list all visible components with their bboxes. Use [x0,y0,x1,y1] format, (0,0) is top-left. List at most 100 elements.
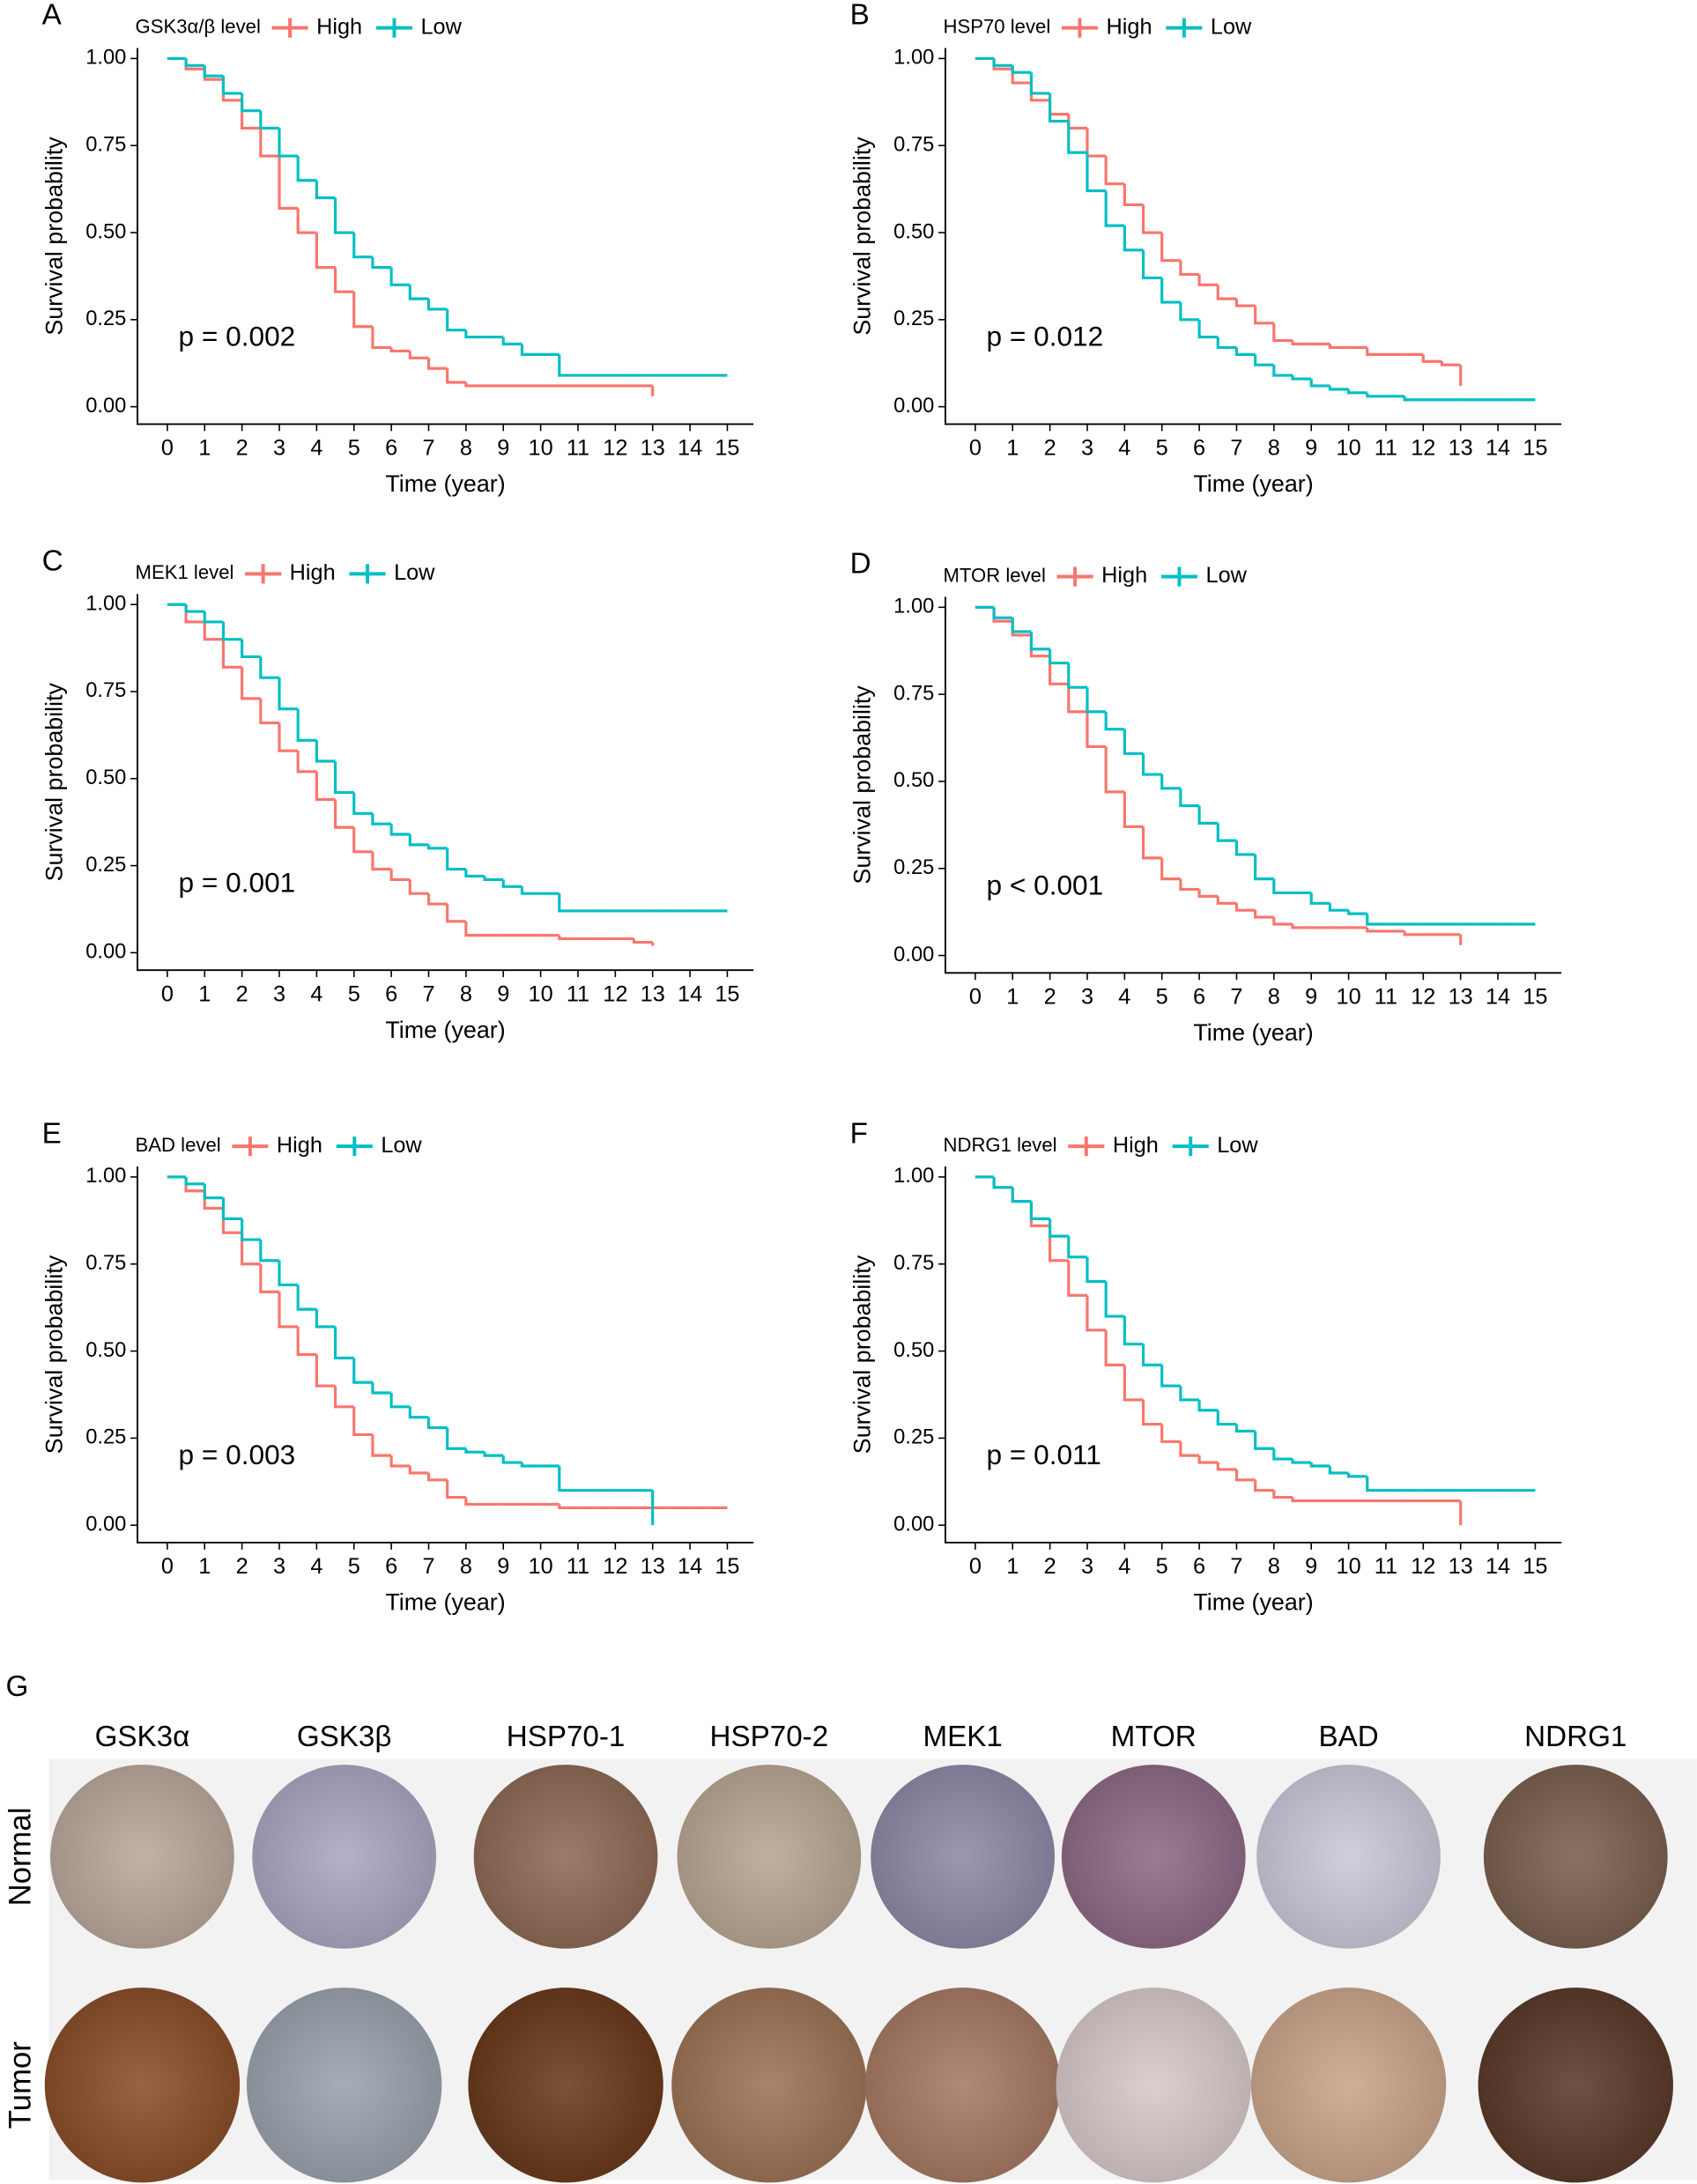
survival-step [184,58,205,67]
survival-step [501,1455,522,1464]
survival-step [315,233,336,270]
y-tick-label: 0.75 [85,679,126,702]
panel-label: C [42,544,63,577]
survival-step [1291,340,1312,346]
tissue-shade [44,1988,241,2183]
survival-step [1179,878,1200,892]
legend-label: High [316,14,362,39]
x-tick-label: 15 [1523,1554,1547,1579]
x-tick-label: 13 [641,436,665,461]
survival-step [1067,114,1087,130]
x-tick-label: 3 [273,1554,285,1579]
x-tick-label: 1 [1006,1554,1019,1579]
km-panel: 0.000.250.500.751.000 1 2 3 4 5 6 7 8 9 10 11 12 13 14… [41,1117,754,1616]
survival-step [483,1452,504,1457]
x-tick-label: 3 [1081,1554,1093,1579]
survival-step [1086,1295,1107,1332]
axis-line [137,594,754,972]
survival-step [241,639,261,659]
survival-step [1011,1187,1032,1203]
x-tick-label: 14 [678,436,702,461]
survival-step [1254,910,1274,919]
survival-step [1029,72,1050,95]
x-tick-label: 9 [497,1554,509,1579]
km-panel: 0.000.250.500.751.000 1 2 3 4 5 6 7 8 9 10 11 12 13 14… [848,1117,1562,1616]
tissue-shade [1483,1765,1668,1949]
survival-step [278,722,299,752]
survival-step [389,869,411,881]
x-tick-label: 14 [1486,436,1510,461]
survival-step [352,827,373,854]
survival-step [1216,337,1237,350]
panel-label: B [850,0,870,32]
x-tick-label: 6 [1193,436,1205,461]
legend-title: BAD level [136,1134,221,1156]
x-tick-label: 8 [460,1554,472,1579]
survival-step [333,267,354,293]
legend-title: HSP70 level [944,15,1051,37]
survival-step [1029,634,1050,658]
survival-step [464,869,485,878]
survival-step [1067,1236,1087,1259]
survival-step [1179,1441,1200,1457]
survival-step [464,1497,485,1507]
x-tick-label: 15 [715,981,739,1006]
x-tick-label: 0 [161,981,174,1006]
survival-step [1011,65,1032,74]
survival-step [1197,1399,1219,1412]
survival-step [371,813,392,825]
y-axis-label: Survival probability [41,682,68,881]
survival-step [1272,1448,1293,1461]
survival-step [1291,923,1312,929]
survival-step [1011,618,1032,633]
survival-step [371,851,392,871]
x-tick-label: 0 [161,1554,174,1579]
annotation: p = 0.012 [987,321,1104,352]
y-tick-label: 0.75 [85,133,126,156]
survival-step [1328,344,1349,350]
x-axis-label: Time (year) [385,1017,505,1043]
survival-step [1141,204,1162,234]
x-tick-label: 12 [1411,1554,1435,1579]
survival-step [352,1358,373,1384]
x-tick-label: 11 [1375,984,1397,1009]
survival-step [371,326,392,350]
survival-step [333,1326,354,1360]
survival-step [408,1465,429,1475]
x-tick-label: 2 [1044,984,1056,1009]
survival-step [1067,121,1087,154]
survival-step [1086,687,1107,714]
x-tick-label: 1 [1006,984,1019,1009]
x-tick-label: 7 [1230,1554,1242,1579]
y-tick-label: 0.50 [85,766,126,789]
y-tick-label: 1.00 [85,47,126,70]
panel-label: F [850,1117,868,1150]
column-label: GSK3β [297,1721,392,1753]
survival-step [1234,903,1256,912]
legend-label: Low [381,1133,422,1158]
survival-step [1234,840,1256,856]
axis-line [945,1166,1562,1544]
x-tick-label: 7 [1230,436,1242,461]
survival-step [1291,375,1312,381]
survival-step [333,799,354,829]
y-axis-label: Survival probability [848,137,875,336]
survival-step [1160,233,1181,263]
survival-step [1104,746,1125,794]
survival-step [1123,183,1144,206]
survival-step [446,848,466,871]
survival-step [1160,1424,1181,1443]
x-tick-label: 7 [422,1554,434,1579]
survival-step [241,100,261,130]
survival-step [558,893,578,913]
survival-step [464,329,485,339]
x-tick-label: 4 [310,981,322,1006]
x-tick-label: 6 [385,981,397,1006]
survival-step [1328,903,1349,912]
survival-step [1291,1459,1312,1464]
survival-step [278,156,299,210]
survival-step [1104,1281,1125,1318]
survival-step [1309,379,1330,388]
x-tick-label: 13 [641,981,665,1006]
survival-step [389,824,411,836]
